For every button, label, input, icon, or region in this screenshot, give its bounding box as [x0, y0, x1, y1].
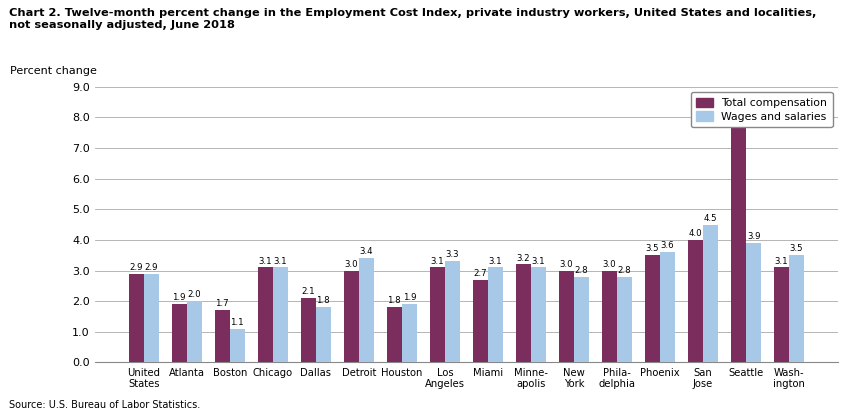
Bar — [573, 276, 589, 363]
Bar — [644, 255, 659, 363]
Bar — [429, 267, 445, 363]
Text: 3.6: 3.6 — [660, 241, 674, 250]
Text: 3.4: 3.4 — [359, 248, 372, 256]
Bar — [386, 307, 401, 363]
Text: 3.5: 3.5 — [645, 244, 659, 253]
Bar — [215, 310, 229, 363]
Text: 7.8: 7.8 — [731, 112, 745, 122]
Text: 2.1: 2.1 — [301, 287, 314, 296]
Text: 1.8: 1.8 — [387, 297, 400, 305]
Text: Chart 2. Twelve-month percent change in the Employment Cost Index, private indus: Chart 2. Twelve-month percent change in … — [9, 8, 815, 30]
Bar — [257, 267, 273, 363]
Bar — [143, 274, 158, 363]
Bar — [602, 271, 616, 363]
Bar — [171, 304, 187, 363]
Bar — [343, 271, 359, 363]
Text: 3.1: 3.1 — [531, 257, 544, 266]
Bar — [702, 225, 717, 363]
Text: 4.5: 4.5 — [703, 214, 717, 223]
Text: 3.1: 3.1 — [258, 257, 272, 266]
Bar — [187, 301, 202, 363]
Bar — [445, 261, 459, 363]
Text: 1.7: 1.7 — [215, 300, 228, 309]
Bar — [229, 329, 245, 363]
Bar — [301, 298, 315, 363]
Text: 3.3: 3.3 — [445, 250, 458, 260]
Text: 1.8: 1.8 — [316, 297, 330, 305]
Text: 3.0: 3.0 — [559, 260, 573, 269]
Text: 2.0: 2.0 — [187, 290, 201, 299]
Text: 4.0: 4.0 — [688, 229, 701, 238]
Text: 2.9: 2.9 — [144, 263, 158, 272]
Bar — [746, 243, 760, 363]
Text: 3.0: 3.0 — [602, 260, 616, 269]
Legend: Total compensation, Wages and salaries: Total compensation, Wages and salaries — [690, 92, 832, 127]
Text: 3.1: 3.1 — [273, 257, 287, 266]
Bar — [315, 307, 331, 363]
Bar — [773, 267, 788, 363]
Bar — [487, 267, 503, 363]
Text: 3.5: 3.5 — [789, 244, 803, 253]
Bar — [359, 258, 373, 363]
Text: 3.0: 3.0 — [344, 260, 358, 269]
Bar — [659, 252, 674, 363]
Text: 1.9: 1.9 — [402, 293, 416, 302]
Text: 3.1: 3.1 — [430, 257, 444, 266]
Bar — [616, 276, 631, 363]
Text: 2.9: 2.9 — [130, 263, 142, 272]
Y-axis label: Percent change: Percent change — [10, 66, 97, 76]
Text: 2.8: 2.8 — [574, 266, 588, 275]
Bar — [472, 280, 487, 363]
Text: 1.1: 1.1 — [230, 318, 244, 327]
Bar — [273, 267, 287, 363]
Text: 3.2: 3.2 — [516, 253, 530, 262]
Bar — [401, 304, 417, 363]
Text: 3.1: 3.1 — [774, 257, 787, 266]
Bar — [688, 240, 702, 363]
Text: 3.1: 3.1 — [488, 257, 502, 266]
Bar — [558, 271, 573, 363]
Bar — [129, 274, 143, 363]
Bar — [530, 267, 545, 363]
Bar — [788, 255, 803, 363]
Text: 2.8: 2.8 — [617, 266, 630, 275]
Text: Source: U.S. Bureau of Labor Statistics.: Source: U.S. Bureau of Labor Statistics. — [9, 400, 199, 410]
Bar — [515, 265, 530, 363]
Text: 3.9: 3.9 — [746, 232, 759, 241]
Text: 1.9: 1.9 — [172, 293, 186, 302]
Text: 2.7: 2.7 — [473, 269, 486, 278]
Bar — [730, 124, 746, 363]
